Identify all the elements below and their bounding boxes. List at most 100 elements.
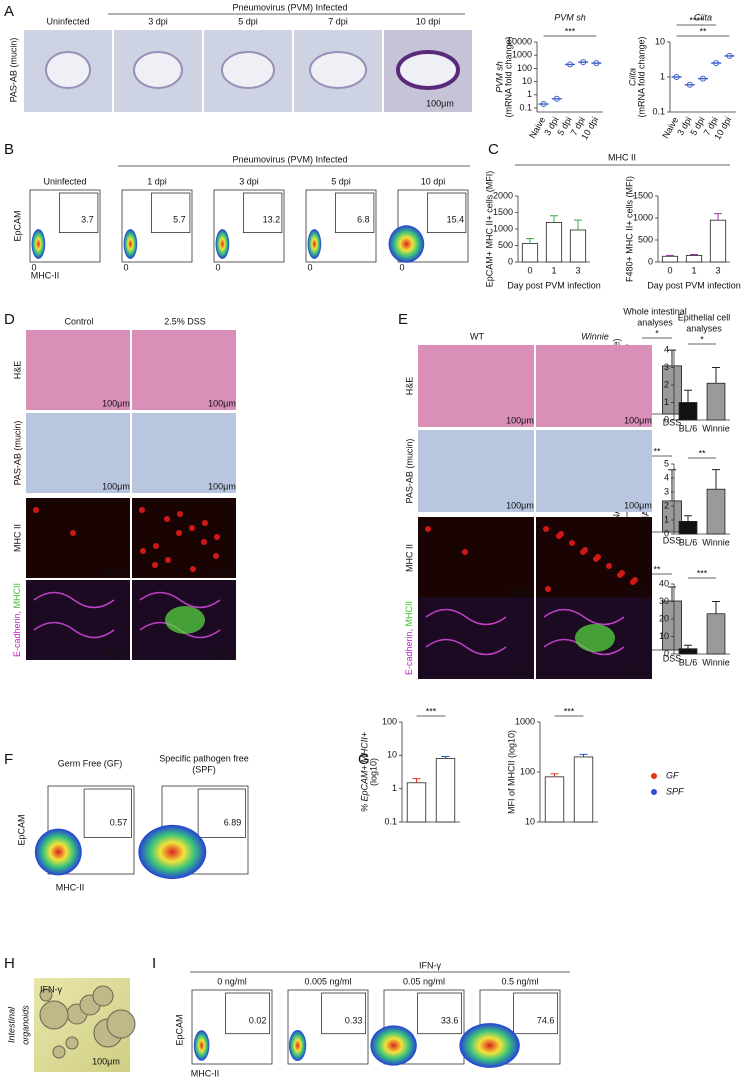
staining [165, 557, 171, 563]
staining [202, 520, 208, 526]
y-tick-label: 2000 [493, 190, 513, 200]
plot-title: (SPF) [192, 764, 216, 774]
x-tick-label: DSS [663, 417, 682, 427]
panel-letter: I [152, 955, 156, 972]
y-tick-label: 3 [664, 486, 669, 496]
x-tick-label: Winnie [702, 423, 730, 433]
gate-value: 6.89 [224, 817, 242, 827]
staining [164, 516, 170, 522]
y-tick-label: 1000 [515, 716, 535, 726]
y-tick-label: 10 [655, 36, 665, 46]
y-tick-label: 0 [508, 256, 513, 266]
mean-point [686, 81, 693, 88]
error-bar [684, 515, 692, 522]
airway [309, 51, 367, 89]
significance-label: ** [653, 446, 661, 456]
bar [521, 243, 539, 263]
y-tick-label: 2 [664, 500, 669, 510]
x-axis-label: Day post PVM infection [647, 280, 741, 290]
y-axis-label: Ciita [627, 68, 637, 86]
panel-letter: H [4, 955, 15, 972]
error-bar [579, 753, 588, 757]
staining [545, 586, 551, 592]
row-label: E-cadherin, MHCII [404, 601, 414, 675]
staining [543, 526, 549, 532]
scale-bar: 100μm [624, 415, 652, 425]
gate [197, 788, 246, 838]
flow-density [307, 229, 322, 259]
analysis-title: analyses [637, 317, 673, 327]
bar [709, 219, 727, 263]
scale-bar: 20μm [627, 587, 650, 597]
y-tick-label: 0.1 [519, 102, 532, 112]
organoid [39, 988, 53, 1002]
gate-value: 0.57 [110, 817, 128, 827]
scale-bar: 20μm [105, 648, 128, 658]
legend-marker [651, 773, 657, 779]
staining [70, 530, 76, 536]
panel-letter: A [4, 3, 14, 20]
row-label-part: E-cadherin, [404, 626, 414, 675]
y-tick-label: 10000 [507, 36, 532, 46]
x-tick-label: DSS [663, 535, 682, 545]
x-tick-label: BL/6 [679, 657, 698, 667]
error-bar [412, 778, 421, 783]
flow-density [370, 1025, 417, 1066]
image-label: 10 dpi [416, 16, 441, 26]
organoid [106, 1009, 136, 1039]
plot-label: 5 dpi [331, 176, 351, 186]
staining [152, 562, 158, 568]
staining [632, 577, 638, 583]
y-tick-label: 10 [387, 750, 397, 760]
legend-label: SPF [666, 786, 684, 796]
significance-label: *** [697, 568, 708, 578]
staining [462, 549, 468, 555]
significance-label: ** [698, 448, 706, 458]
significance-label: *** [426, 706, 437, 716]
airway [221, 51, 275, 89]
flow-density [459, 1023, 520, 1068]
gate [83, 788, 132, 838]
gate-value: 5.7 [173, 215, 186, 225]
mean-point [580, 59, 587, 66]
y-tick-label: 5 [664, 458, 669, 468]
row-label: E-cadherin, MHCII [12, 583, 22, 657]
flow-density [34, 828, 82, 876]
x-tick-label: 1 [691, 265, 696, 275]
scale-bar: 20μm [509, 587, 532, 597]
scale-bar: 100μm [426, 98, 454, 108]
gate-value: 74.6 [537, 1015, 555, 1025]
row-label-part: MHCII [12, 583, 22, 609]
micrograph [536, 430, 652, 512]
staining [595, 554, 601, 560]
micrograph [26, 413, 130, 493]
bar [678, 402, 698, 421]
gate [150, 192, 191, 233]
airway [133, 51, 183, 89]
staining [153, 543, 159, 549]
x-tick-label: 3 [575, 265, 580, 275]
flow-density [31, 229, 46, 259]
mean-point [567, 61, 573, 68]
gate [225, 992, 271, 1035]
panel-letter: G [358, 751, 370, 768]
x-axis-label: MHC-II [31, 270, 60, 280]
column-label: Control [64, 316, 93, 326]
organoid [52, 1045, 66, 1059]
image-label: 3 dpi [148, 16, 168, 26]
x-tick-label: BL/6 [679, 423, 698, 433]
staining [575, 624, 615, 652]
micrograph [26, 330, 130, 410]
y-tick-label: 1000 [493, 223, 513, 233]
gate [417, 992, 463, 1035]
panel-header: MHC II [608, 152, 636, 162]
panel-header: Pneumovirus (PVM) Infected [232, 2, 347, 12]
error-bar [712, 469, 720, 490]
bar [706, 613, 726, 655]
mean-point [553, 95, 560, 102]
plot-label: 3 dpi [239, 176, 259, 186]
scale-bar: 20μm [211, 648, 234, 658]
y-tick-label: 1 [664, 514, 669, 524]
y-tick-label: 3 [664, 362, 669, 372]
bar [435, 758, 456, 823]
